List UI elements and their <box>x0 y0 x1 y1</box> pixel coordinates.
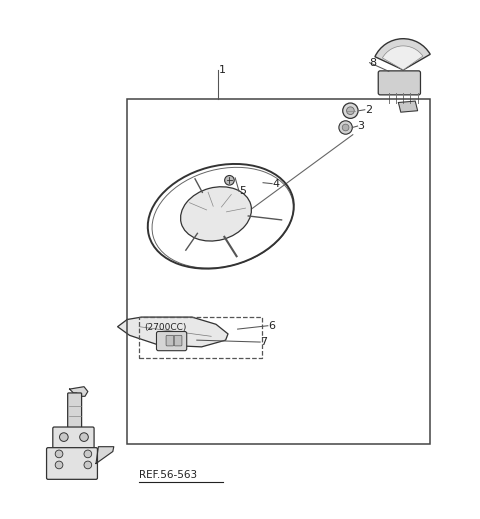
Text: 7: 7 <box>260 337 267 347</box>
Circle shape <box>347 107 354 115</box>
Circle shape <box>60 433 68 442</box>
Circle shape <box>342 124 349 131</box>
Polygon shape <box>398 101 418 112</box>
Text: (2700CC): (2700CC) <box>144 323 186 332</box>
Circle shape <box>84 461 92 469</box>
Circle shape <box>84 450 92 458</box>
Text: 3: 3 <box>358 121 365 131</box>
FancyBboxPatch shape <box>53 427 94 448</box>
Wedge shape <box>383 46 423 70</box>
FancyBboxPatch shape <box>166 335 174 346</box>
Text: 4: 4 <box>272 179 279 189</box>
Polygon shape <box>96 447 114 463</box>
Text: 5: 5 <box>239 186 246 196</box>
Circle shape <box>225 175 234 185</box>
FancyBboxPatch shape <box>156 332 187 351</box>
Circle shape <box>55 450 63 458</box>
FancyBboxPatch shape <box>174 335 182 346</box>
Text: REF.56-563: REF.56-563 <box>139 471 197 481</box>
Circle shape <box>343 103 358 118</box>
FancyBboxPatch shape <box>68 393 82 431</box>
Polygon shape <box>118 317 228 347</box>
FancyBboxPatch shape <box>378 71 420 95</box>
Bar <box>127 99 430 444</box>
Polygon shape <box>70 387 88 397</box>
Circle shape <box>80 433 88 442</box>
Bar <box>139 317 262 358</box>
Circle shape <box>339 121 352 134</box>
Text: 2: 2 <box>365 105 372 115</box>
FancyBboxPatch shape <box>47 448 97 480</box>
Text: 1: 1 <box>218 65 226 75</box>
Ellipse shape <box>180 187 252 241</box>
Text: 8: 8 <box>370 58 377 67</box>
Circle shape <box>55 461 63 469</box>
Wedge shape <box>375 39 430 70</box>
Text: 6: 6 <box>268 321 275 331</box>
